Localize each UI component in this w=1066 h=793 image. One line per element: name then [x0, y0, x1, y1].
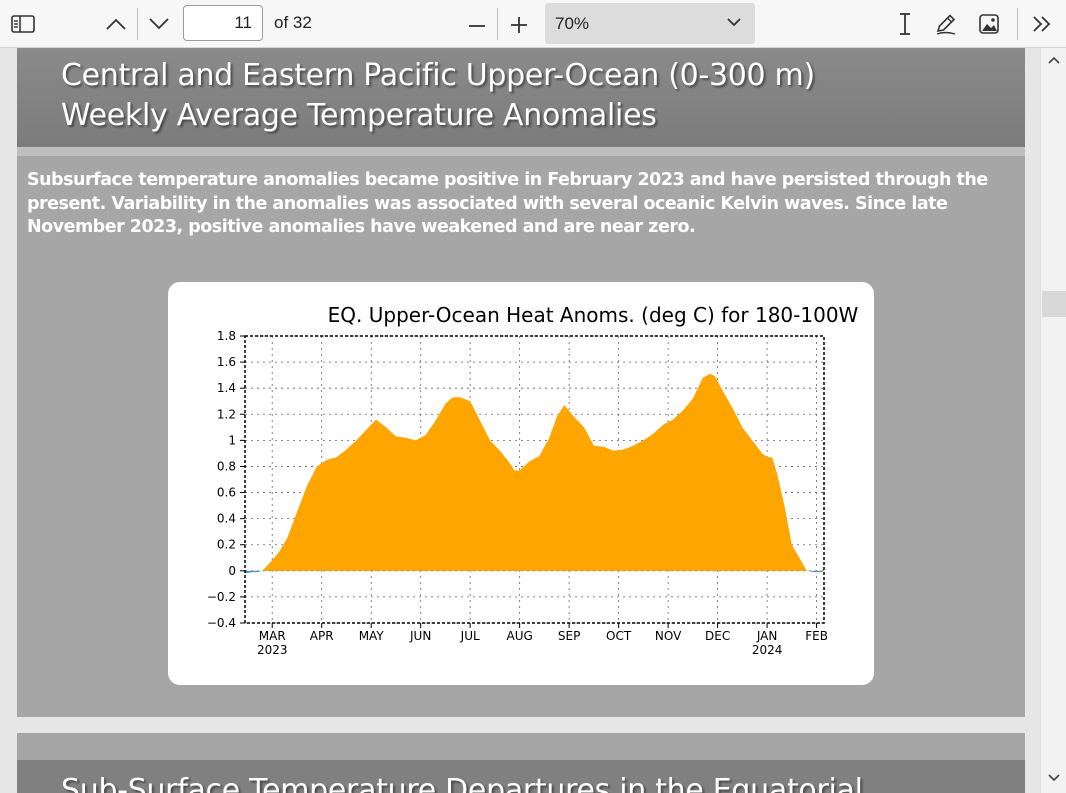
next-pdf-page: Sub-Surface Temperature Departures in th…: [17, 733, 1025, 793]
scroll-down-icon[interactable]: [1044, 770, 1064, 786]
y-tick-label: 0.4: [217, 512, 236, 526]
x-tick-label: JAN: [756, 629, 778, 643]
sidebar-toggle-icon[interactable]: [8, 10, 38, 38]
chart-area-series: [245, 373, 824, 574]
add-image-icon[interactable]: [974, 9, 1004, 39]
slide-title-line2: Weekly Average Temperature Anomalies: [61, 98, 657, 133]
document-viewer[interactable]: Central and Eastern Pacific Upper-Ocean …: [0, 48, 1040, 793]
y-tick-label: 1.6: [217, 355, 236, 369]
body-line: Subsurface temperature anomalies became …: [27, 170, 988, 190]
x-tick-label: MAR: [259, 629, 286, 643]
body-line: November 2023, positive anomalies have w…: [27, 217, 696, 237]
y-tick-label: −0.4: [207, 616, 236, 630]
plot-frame: [244, 335, 825, 624]
y-tick-label: 1: [228, 433, 236, 447]
next-slide-title: Sub-Surface Temperature Departures in th…: [61, 773, 863, 793]
x-tick-label: AUG: [507, 629, 533, 643]
x-tick-label: SEP: [558, 629, 580, 643]
draw-pen-icon[interactable]: [931, 9, 961, 39]
pdf-page: Central and Eastern Pacific Upper-Ocean …: [17, 48, 1025, 717]
scroll-up-icon[interactable]: [1044, 52, 1064, 68]
more-tools-icon[interactable]: [1027, 10, 1057, 38]
slide-title: Central and Eastern Pacific Upper-Ocean …: [61, 56, 1001, 136]
y-tick-label: 1.4: [217, 381, 236, 395]
pdf-toolbar: of 32 70%: [0, 0, 1066, 48]
page-number-input[interactable]: [183, 5, 263, 41]
x-tick-label: MAY: [359, 629, 385, 643]
toolbar-divider: [137, 8, 138, 40]
x-tick-year-label: 2024: [752, 643, 783, 657]
heat-anomaly-chart: EQ. Upper-Ocean Heat Anoms. (deg C) for …: [207, 303, 859, 657]
zoom-level-select[interactable]: 70%: [545, 3, 755, 44]
zoom-level-value: 70%: [555, 14, 590, 33]
toolbar-divider: [1017, 8, 1018, 40]
x-tick-label: JUL: [460, 629, 480, 643]
y-axis: 1.8 1.6 1.4 1.2 1 0.8 0.6 0.4 0.2 0 −0.2 −0.4: [207, 329, 245, 630]
y-tick-label: 1.2: [217, 407, 236, 421]
y-tick-label: 1.8: [217, 329, 236, 343]
x-tick-label: NOV: [655, 629, 682, 643]
page-total-label: of 32: [274, 13, 312, 32]
x-tick-label: OCT: [606, 629, 632, 643]
y-tick-label: 0: [228, 564, 236, 578]
x-tick-year-label: 2023: [257, 643, 288, 657]
x-tick-label: DEC: [705, 629, 730, 643]
chart-card: EQ. Upper-Ocean Heat Anoms. (deg C) for …: [168, 282, 874, 685]
slide-title-line1: Central and Eastern Pacific Upper-Ocean …: [61, 58, 815, 93]
toolbar-divider: [497, 8, 498, 40]
scroll-thumb[interactable]: [1042, 291, 1066, 317]
y-tick-label: 0.8: [217, 459, 236, 473]
chart-title: EQ. Upper-Ocean Heat Anoms. (deg C) for …: [328, 303, 859, 327]
next-slide-title-band: [17, 760, 1025, 793]
zoom-out-icon[interactable]: [463, 10, 491, 38]
chevron-down-icon[interactable]: [143, 10, 175, 38]
slide-body-text: Subsurface temperature anomalies became …: [27, 169, 1017, 240]
chevron-up-icon[interactable]: [100, 10, 132, 38]
positive-anomaly-area: [245, 373, 824, 571]
y-tick-label: 0.2: [217, 538, 236, 552]
zoom-in-icon[interactable]: [505, 10, 533, 38]
text-cursor-icon[interactable]: [892, 9, 918, 39]
x-tick-label: APR: [310, 629, 334, 643]
y-tick-label: 0.6: [217, 486, 236, 500]
x-tick-label: JUN: [409, 629, 431, 643]
slide-title-band: Central and Eastern Pacific Upper-Ocean …: [17, 48, 1025, 147]
dropdown-caret-icon: [725, 15, 743, 34]
body-line: present. Variability in the anomalies wa…: [27, 193, 948, 214]
x-tick-label: FEB: [805, 629, 828, 643]
vertical-scrollbar[interactable]: [1040, 48, 1066, 793]
title-divider: [17, 147, 1025, 156]
y-tick-label: −0.2: [207, 590, 236, 604]
